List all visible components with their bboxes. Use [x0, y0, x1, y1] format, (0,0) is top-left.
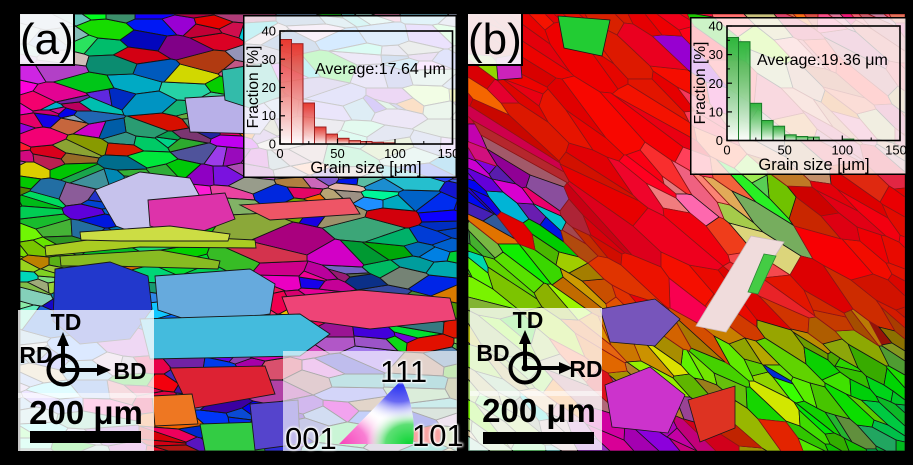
- svg-text:0: 0: [269, 137, 276, 152]
- svg-text:40: 40: [262, 24, 276, 39]
- svg-text:100: 100: [384, 146, 406, 161]
- svg-text:RD: RD: [569, 356, 602, 382]
- svg-text:Fraction [%]: Fraction [%]: [245, 46, 262, 129]
- svg-text:30: 30: [709, 47, 723, 62]
- svg-text:BD: BD: [113, 358, 146, 384]
- svg-text:0: 0: [716, 133, 723, 148]
- svg-text:TD: TD: [513, 308, 544, 333]
- svg-text:Average:17.64 μm: Average:17.64 μm: [315, 61, 446, 78]
- svg-text:100: 100: [831, 143, 853, 158]
- svg-text:150: 150: [885, 143, 907, 158]
- svg-text:200 μm: 200 μm: [29, 394, 143, 431]
- svg-text:30: 30: [262, 52, 276, 67]
- svg-text:RD: RD: [19, 342, 52, 368]
- svg-text:10: 10: [262, 108, 276, 123]
- svg-text:40: 40: [709, 19, 723, 34]
- svg-text:BD: BD: [476, 340, 509, 366]
- svg-text:20: 20: [709, 76, 723, 91]
- svg-text:0: 0: [723, 143, 730, 158]
- svg-text:50: 50: [777, 143, 791, 158]
- svg-text:20: 20: [262, 80, 276, 95]
- svg-text:Grain size [μm]: Grain size [μm]: [758, 156, 869, 174]
- svg-text:TD: TD: [51, 310, 82, 335]
- svg-text:150: 150: [438, 146, 460, 161]
- svg-text:50: 50: [330, 146, 344, 161]
- svg-text:200 μm: 200 μm: [482, 392, 596, 429]
- svg-text:Fraction [%]: Fraction [%]: [692, 42, 709, 125]
- svg-text:Grain size [μm]: Grain size [μm]: [310, 159, 421, 177]
- svg-text:Average:19.36 μm: Average:19.36 μm: [757, 52, 888, 69]
- svg-text:10: 10: [709, 104, 723, 119]
- svg-text:0: 0: [276, 146, 283, 161]
